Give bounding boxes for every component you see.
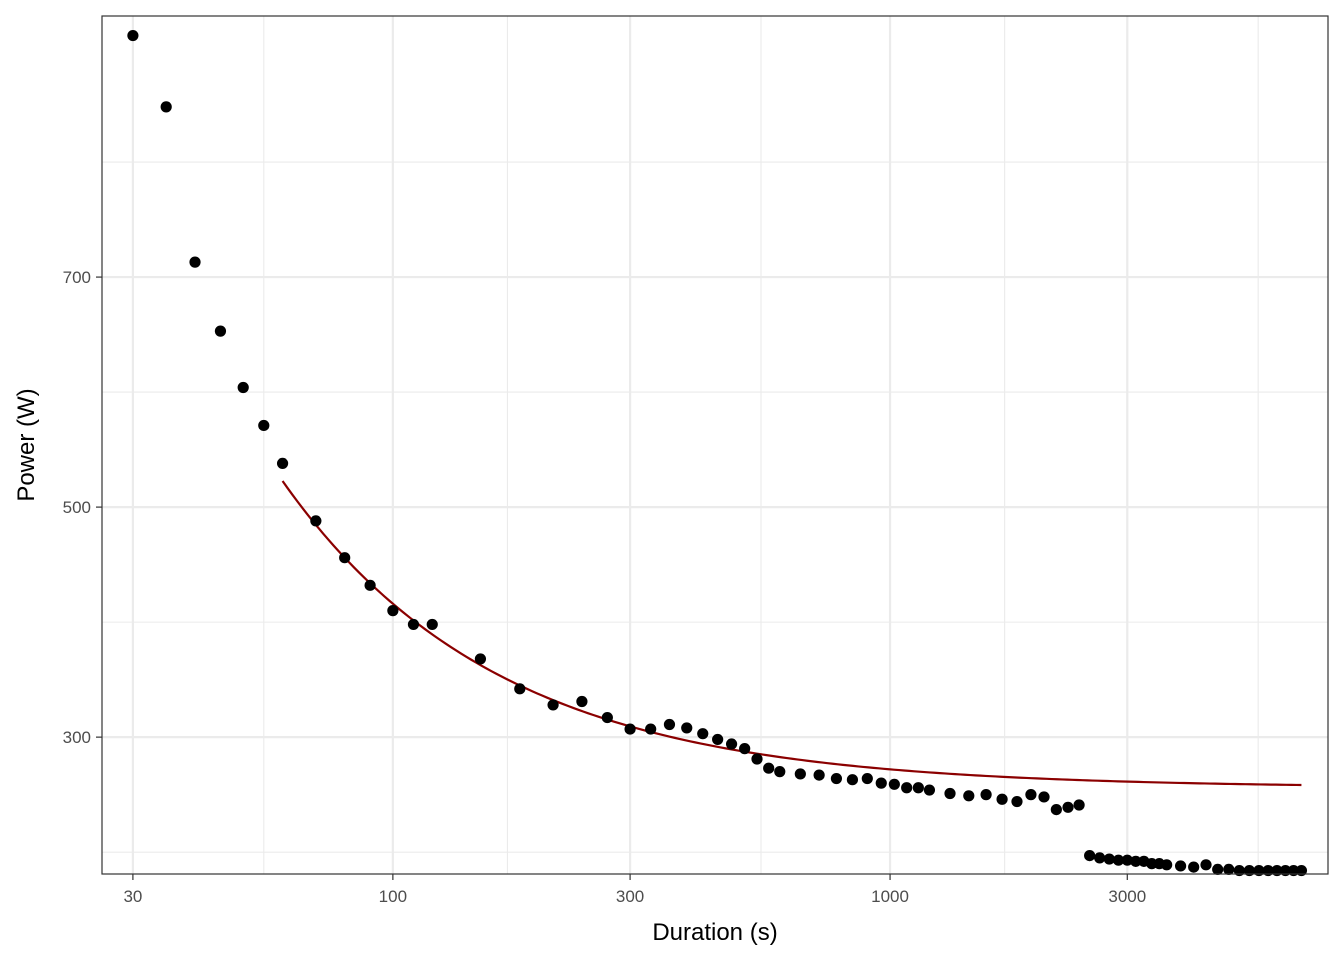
data-point — [923, 784, 936, 796]
data-point — [1130, 855, 1142, 867]
data-point — [1212, 863, 1224, 876]
data-point — [364, 579, 376, 591]
data-point — [1271, 864, 1283, 877]
data-point — [645, 723, 657, 735]
data-point — [774, 766, 786, 778]
grid — [102, 16, 1328, 874]
data-point — [697, 728, 709, 740]
data-point — [237, 381, 249, 394]
data-point — [1295, 864, 1308, 877]
x-tick-label: 3000 — [1108, 887, 1146, 906]
fit-line-layer — [281, 480, 1302, 787]
data-point — [258, 419, 270, 432]
data-point — [1243, 864, 1255, 877]
data-point — [1200, 859, 1212, 871]
data-point — [407, 618, 420, 631]
data-point — [214, 325, 227, 337]
data-point — [474, 653, 487, 665]
panel-border — [101, 15, 1329, 875]
data-point — [739, 743, 751, 755]
data-point — [1262, 864, 1274, 877]
data-point — [1062, 801, 1074, 813]
data-point — [1094, 852, 1106, 864]
data-point — [1279, 864, 1292, 877]
data-point — [875, 777, 887, 789]
data-point — [1287, 864, 1300, 877]
x-axis-title: Duration (s) — [652, 919, 777, 946]
data-point — [996, 793, 1008, 805]
data-point — [514, 683, 526, 695]
x-tick-label: 30 — [123, 887, 142, 906]
data-point — [1223, 863, 1235, 876]
data-point — [712, 733, 724, 746]
data-point — [725, 738, 738, 750]
y-tick-label: 500 — [63, 498, 91, 517]
data-point — [980, 789, 992, 801]
data-point — [763, 762, 775, 774]
data-point — [963, 790, 975, 802]
data-point — [1025, 789, 1037, 801]
y-tick-label: 700 — [63, 268, 91, 287]
data-point — [861, 772, 873, 785]
x-tick-label: 300 — [616, 887, 644, 906]
data-point — [663, 718, 676, 731]
data-point — [1253, 864, 1265, 877]
data-point — [830, 772, 843, 785]
data-point — [547, 699, 559, 711]
y-tick-label: 300 — [63, 728, 91, 747]
data-point — [624, 723, 636, 735]
axes: 30 100 300 1000 3000 300 500 700 — [63, 268, 1147, 906]
data-point — [1188, 861, 1200, 873]
data-point — [276, 457, 289, 469]
data-point — [944, 787, 956, 800]
data-point — [189, 256, 201, 268]
data-point — [1174, 860, 1187, 872]
data-point — [426, 618, 438, 631]
data-point — [601, 711, 613, 724]
data-point — [794, 768, 806, 780]
data-point — [1084, 850, 1096, 862]
data-point — [576, 695, 588, 708]
data-point — [310, 515, 322, 527]
data-point — [846, 774, 859, 786]
data-point — [387, 605, 399, 617]
data-point — [912, 782, 924, 794]
data-point — [1233, 864, 1245, 877]
data-point — [127, 29, 139, 42]
data-point — [160, 101, 172, 113]
data-point — [1103, 853, 1115, 865]
x-tick-label: 1000 — [871, 887, 909, 906]
x-tick-label: 100 — [379, 887, 407, 906]
points-layer — [127, 29, 1308, 877]
data-point — [901, 782, 913, 794]
data-point — [813, 769, 825, 781]
data-point — [339, 552, 351, 564]
y-axis-title: Power (W) — [13, 388, 40, 501]
data-point — [1161, 859, 1173, 871]
fit-curve — [281, 480, 1302, 787]
data-point — [1050, 803, 1062, 816]
data-point — [1121, 854, 1133, 866]
data-point — [751, 753, 763, 765]
data-point — [888, 778, 900, 790]
data-point — [1112, 854, 1125, 866]
data-point — [1038, 791, 1050, 803]
data-point — [1073, 799, 1085, 811]
data-point — [1011, 795, 1023, 808]
data-point — [681, 722, 693, 734]
